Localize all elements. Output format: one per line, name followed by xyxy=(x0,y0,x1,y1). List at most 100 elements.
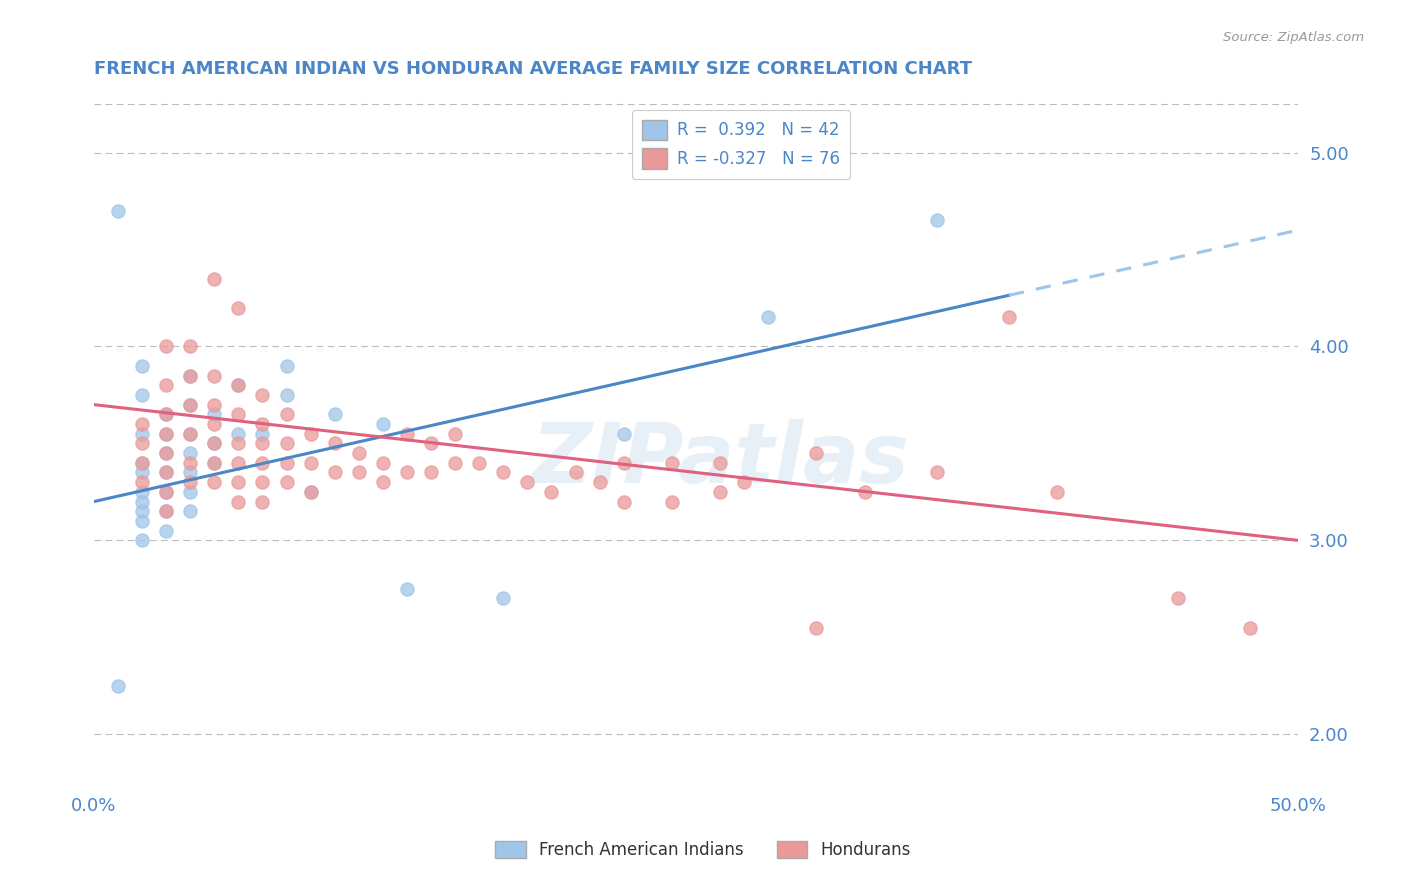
Point xyxy=(998,310,1021,325)
Point xyxy=(228,407,250,421)
Point xyxy=(155,426,177,441)
Point xyxy=(492,466,515,480)
Point xyxy=(155,339,177,353)
Point xyxy=(155,407,177,421)
Point xyxy=(202,456,225,470)
Point xyxy=(131,504,153,518)
Point xyxy=(252,494,274,508)
Point xyxy=(131,466,153,480)
Point xyxy=(444,426,467,441)
Point xyxy=(155,466,177,480)
Point xyxy=(131,484,153,499)
Point xyxy=(276,456,298,470)
Point xyxy=(299,484,322,499)
Point xyxy=(371,417,394,431)
Point xyxy=(395,582,418,596)
Point xyxy=(131,494,153,508)
Point xyxy=(252,456,274,470)
Point xyxy=(202,398,225,412)
Point xyxy=(492,591,515,606)
Point xyxy=(806,446,828,460)
Point xyxy=(444,456,467,470)
Point xyxy=(179,398,201,412)
Point xyxy=(613,456,636,470)
Point xyxy=(131,359,153,373)
Point xyxy=(709,456,731,470)
Point xyxy=(252,388,274,402)
Point xyxy=(395,466,418,480)
Point xyxy=(202,436,225,450)
Point xyxy=(252,475,274,490)
Point xyxy=(347,446,370,460)
Point xyxy=(155,446,177,460)
Point xyxy=(371,475,394,490)
Point xyxy=(925,466,948,480)
Point xyxy=(131,436,153,450)
Point xyxy=(925,213,948,227)
Point xyxy=(540,484,562,499)
Point xyxy=(202,407,225,421)
Legend: R =  0.392   N = 42, R = -0.327   N = 76: R = 0.392 N = 42, R = -0.327 N = 76 xyxy=(633,110,851,178)
Point xyxy=(709,484,731,499)
Point xyxy=(155,446,177,460)
Point xyxy=(107,203,129,218)
Point xyxy=(179,368,201,383)
Point xyxy=(228,378,250,392)
Point xyxy=(733,475,755,490)
Point xyxy=(228,301,250,315)
Legend: French American Indians, Hondurans: French American Indians, Hondurans xyxy=(489,834,917,866)
Point xyxy=(516,475,538,490)
Point xyxy=(179,504,201,518)
Point xyxy=(228,456,250,470)
Point xyxy=(131,475,153,490)
Text: ZIPatlas: ZIPatlas xyxy=(531,418,908,500)
Point xyxy=(276,475,298,490)
Point xyxy=(179,466,201,480)
Point xyxy=(131,456,153,470)
Point xyxy=(806,621,828,635)
Point xyxy=(202,456,225,470)
Point xyxy=(1046,484,1069,499)
Point xyxy=(228,436,250,450)
Point xyxy=(202,417,225,431)
Point xyxy=(131,426,153,441)
Point xyxy=(252,436,274,450)
Point xyxy=(179,446,201,460)
Point xyxy=(1167,591,1189,606)
Point xyxy=(468,456,491,470)
Point xyxy=(202,271,225,285)
Point xyxy=(179,426,201,441)
Point xyxy=(756,310,779,325)
Point xyxy=(613,494,636,508)
Point xyxy=(179,368,201,383)
Point xyxy=(155,484,177,499)
Point xyxy=(299,484,322,499)
Point xyxy=(228,426,250,441)
Point xyxy=(107,679,129,693)
Point xyxy=(155,484,177,499)
Point xyxy=(588,475,610,490)
Point xyxy=(179,339,201,353)
Point xyxy=(131,533,153,548)
Point xyxy=(202,368,225,383)
Point xyxy=(155,378,177,392)
Point xyxy=(252,417,274,431)
Point xyxy=(276,436,298,450)
Point xyxy=(202,475,225,490)
Point xyxy=(202,436,225,450)
Text: Source: ZipAtlas.com: Source: ZipAtlas.com xyxy=(1223,31,1364,45)
Point xyxy=(323,436,346,450)
Point xyxy=(131,417,153,431)
Point xyxy=(661,494,683,508)
Point xyxy=(276,407,298,421)
Point xyxy=(155,504,177,518)
Text: FRENCH AMERICAN INDIAN VS HONDURAN AVERAGE FAMILY SIZE CORRELATION CHART: FRENCH AMERICAN INDIAN VS HONDURAN AVERA… xyxy=(94,60,972,78)
Point xyxy=(299,456,322,470)
Point xyxy=(564,466,586,480)
Point xyxy=(155,407,177,421)
Point xyxy=(179,484,201,499)
Point xyxy=(179,426,201,441)
Point xyxy=(179,475,201,490)
Point xyxy=(228,378,250,392)
Point xyxy=(228,475,250,490)
